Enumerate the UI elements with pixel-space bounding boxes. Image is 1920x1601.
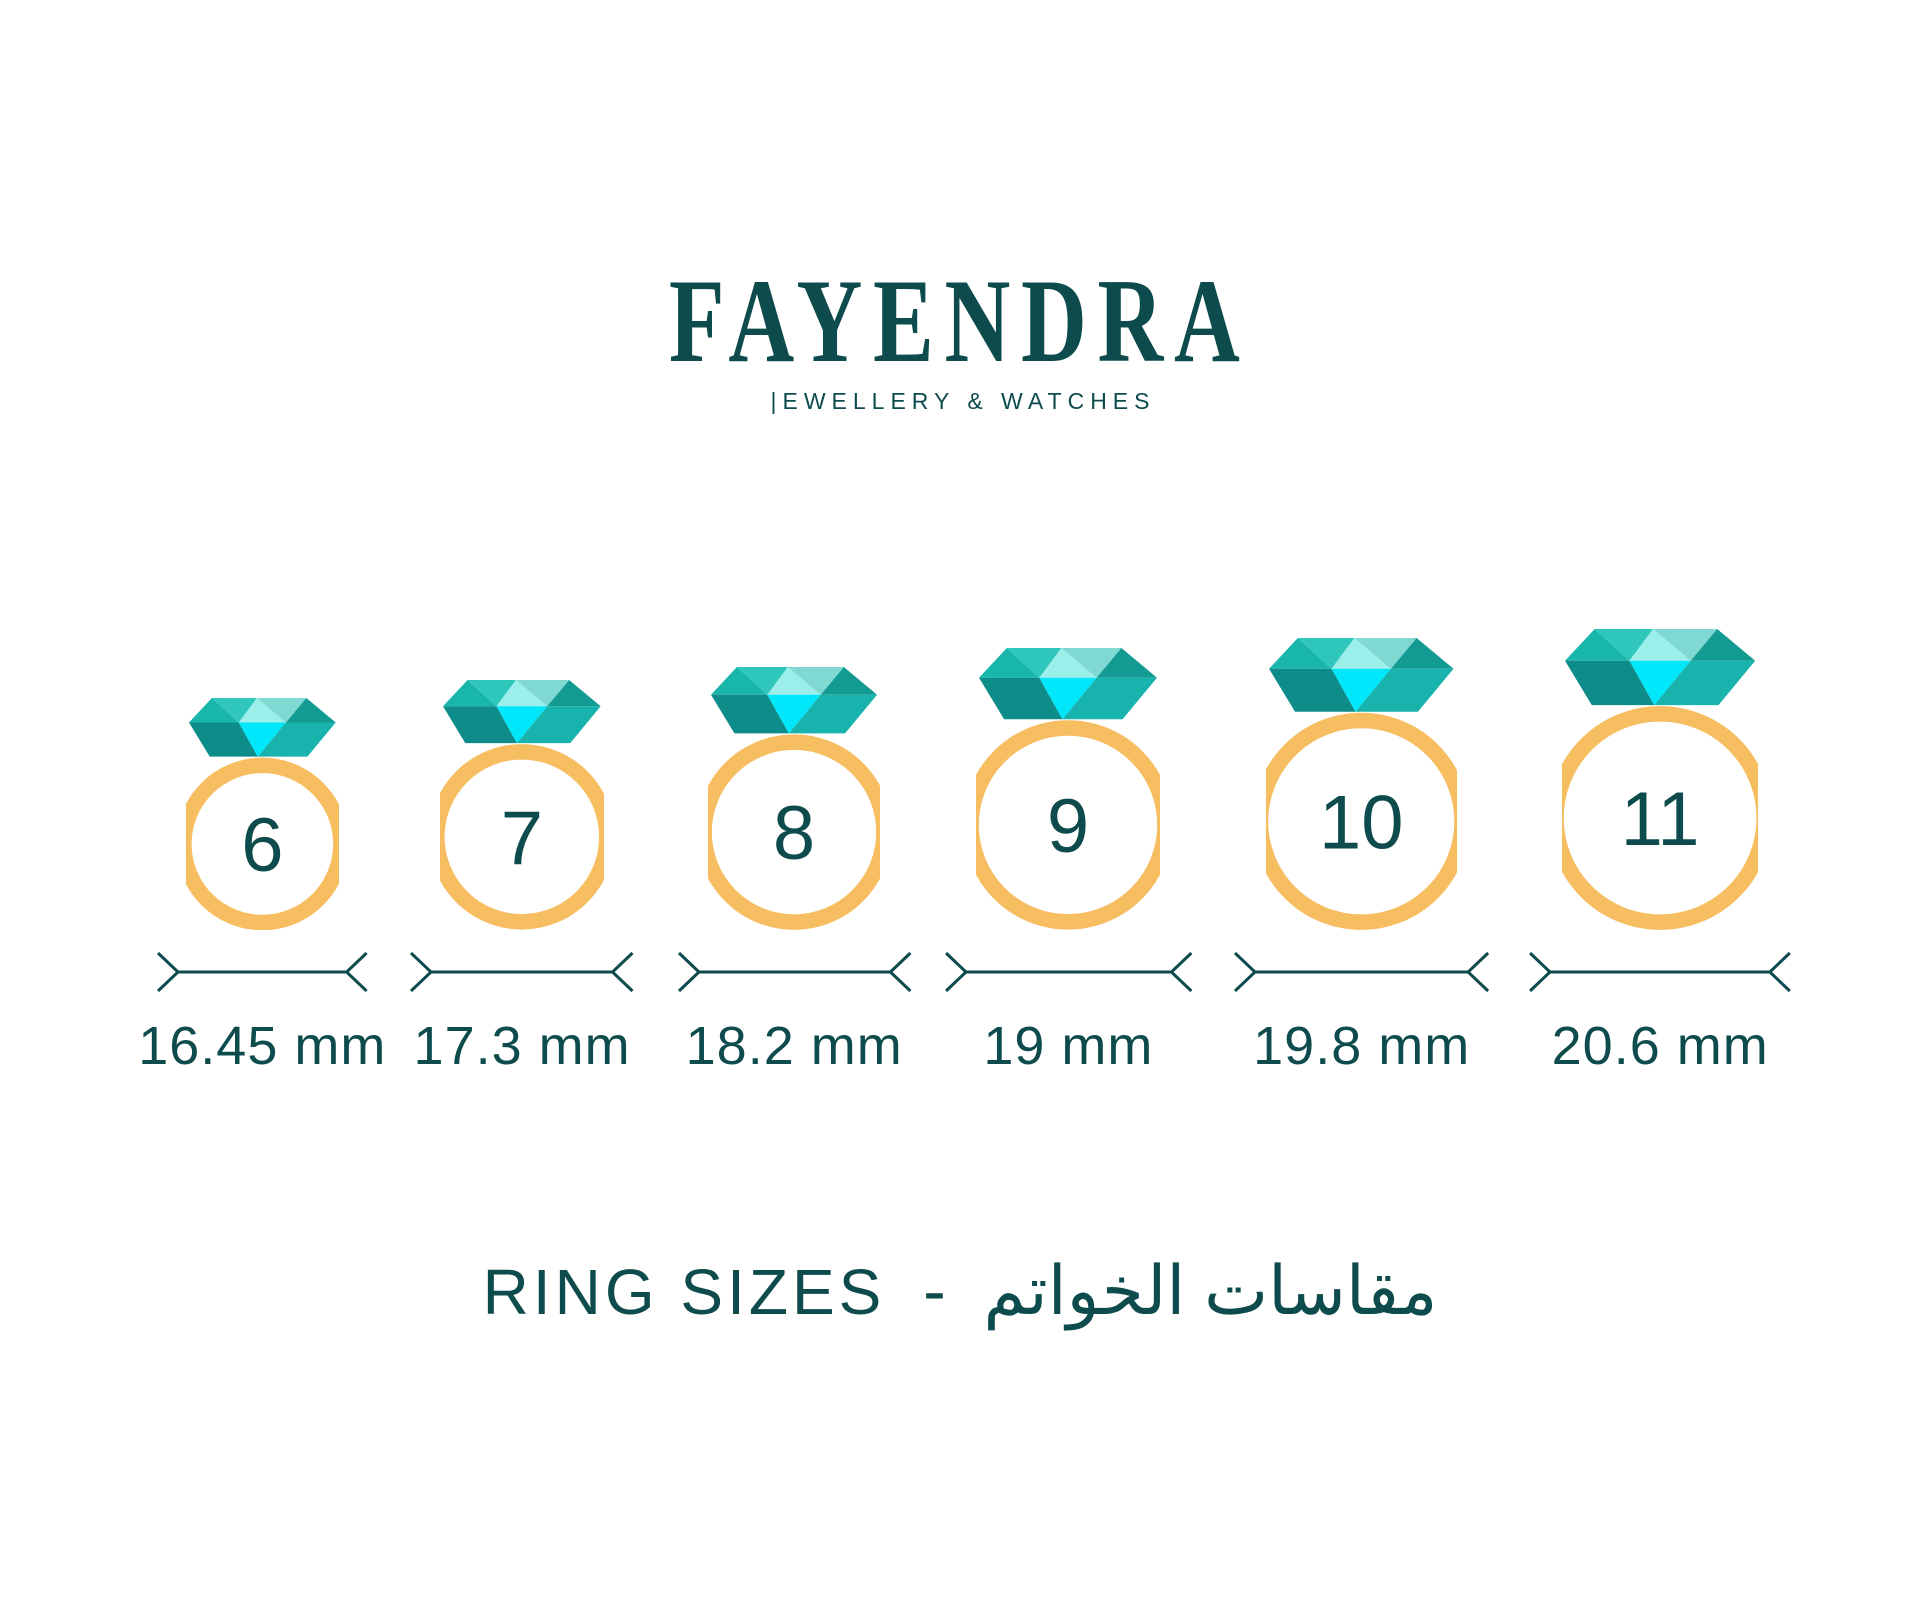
svg-text:11: 11 [1621, 777, 1700, 862]
svg-text:9: 9 [1047, 784, 1089, 869]
svg-text:8: 8 [773, 791, 815, 876]
svg-text:6: 6 [241, 803, 283, 888]
svg-text:10: 10 [1319, 780, 1404, 865]
svg-text:7: 7 [501, 796, 543, 881]
